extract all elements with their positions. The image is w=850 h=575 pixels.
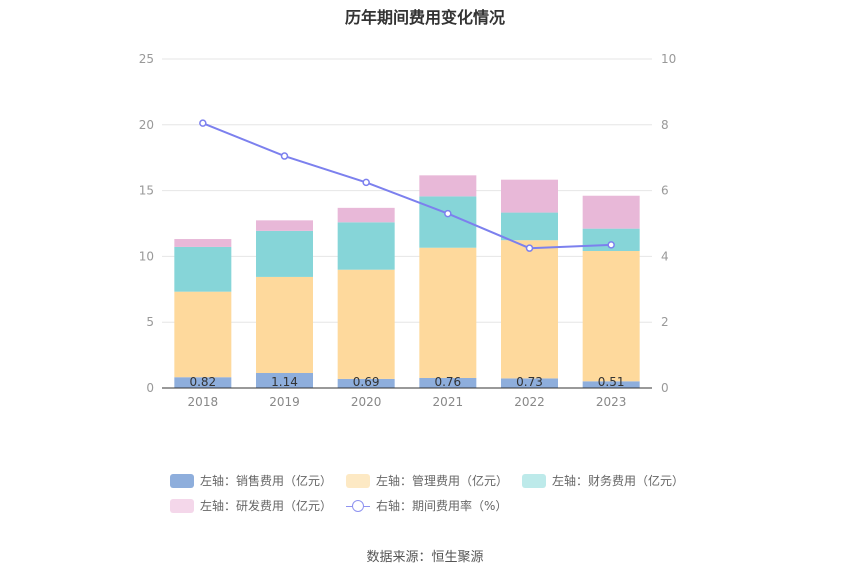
legend-swatch: [346, 473, 371, 488]
rate-line: [202, 122, 612, 250]
gridlines: [162, 58, 652, 323]
legend: 左轴：销售费用（亿元） 左轴：管理费用（亿元） 左轴：财务费用（亿元） 左轴：研…: [170, 472, 690, 522]
legend-item-sales[interactable]: 左轴：销售费用（亿元）: [170, 472, 332, 489]
x-tick-label: 2023: [596, 395, 627, 409]
data-labels: 0.82 1.14 0.69 0.76 0.73 0.51: [189, 375, 624, 389]
left-tick-label: 15: [139, 184, 154, 198]
left-tick-label: 20: [139, 118, 154, 132]
bar-data-label: 0.76: [434, 375, 461, 389]
legend-item-admin[interactable]: 左轴：管理费用（亿元）: [346, 472, 508, 489]
bar-data-label: 0.69: [353, 375, 380, 389]
bar-segment: [337, 269, 395, 379]
bar-segment: [501, 212, 558, 241]
rate-point: [525, 244, 534, 252]
bar-segment: [501, 378, 558, 388]
rate-point: [280, 152, 289, 160]
bar-segment: [337, 207, 395, 223]
rate-point: [199, 119, 207, 127]
bar-segment: [419, 247, 477, 378]
bar-data-label: 1.14: [271, 375, 298, 389]
bar-segment: [256, 276, 313, 373]
right-tick-label: 10: [661, 52, 676, 66]
bar-segment: [174, 246, 232, 292]
right-tick-label: 0: [661, 381, 669, 395]
legend-label: 左轴：财务费用（亿元）: [552, 474, 685, 488]
left-tick-label: 0: [146, 381, 154, 395]
left-tick-label: 10: [139, 249, 154, 263]
legend-label: 左轴：管理费用（亿元）: [376, 474, 509, 488]
legend-label: 左轴：销售费用（亿元）: [200, 474, 333, 488]
right-tick-label: 6: [661, 184, 669, 198]
bar-segment: [337, 378, 395, 388]
x-tick-label: 2020: [351, 395, 382, 409]
rate-point: [607, 241, 615, 249]
left-tick-label: 5: [146, 315, 154, 329]
x-tick-label: 2018: [188, 395, 219, 409]
legend-label: 左轴：研发费用（亿元）: [200, 499, 333, 513]
x-tick-label: 2019: [269, 395, 300, 409]
bar-segment: [582, 195, 640, 229]
bar-segment: [419, 377, 477, 388]
left-tick-label: 25: [139, 52, 154, 66]
legend-item-rate[interactable]: 右轴：期间费用率（%）: [346, 497, 507, 514]
bar-series: [174, 175, 640, 388]
bar-segment: [174, 377, 232, 388]
legend-label: 右轴：期间费用率（%）: [376, 499, 508, 513]
bar-segment: [419, 175, 477, 197]
legend-swatch: [170, 473, 194, 488]
x-axis: 2018 2019 2020 2021 2022 2023: [162, 387, 652, 409]
bar-segment: [256, 230, 313, 277]
right-axis-ticks: 0 2 4 6 8 10: [661, 52, 676, 395]
bar-data-label: 0.51: [598, 375, 625, 389]
data-source: 数据来源：恒生聚源: [366, 550, 484, 565]
bar-segment: [501, 179, 558, 213]
bar-segment: [256, 220, 313, 231]
right-tick-label: 8: [661, 118, 669, 132]
bar-segment: [256, 372, 313, 388]
bar-segment: [337, 222, 395, 270]
x-tick-label: 2022: [514, 395, 545, 409]
bar-segment: [174, 239, 232, 247]
right-tick-label: 2: [661, 315, 669, 329]
right-tick-label: 4: [661, 249, 669, 263]
bar-data-label: 0.82: [189, 375, 216, 389]
left-axis-ticks: 0 5 10 15 20 25: [139, 52, 154, 395]
bar-segment: [174, 291, 232, 378]
bar-data-label: 0.73: [516, 375, 543, 389]
x-tick-label: 2021: [433, 395, 464, 409]
legend-swatch: [170, 498, 194, 513]
legend-item-finance[interactable]: 左轴：财务费用（亿元）: [522, 472, 684, 489]
legend-swatch: [522, 473, 547, 488]
chart-title: 历年期间费用变化情况: [344, 8, 505, 27]
bar-segment: [501, 240, 558, 379]
rate-line-series: [199, 119, 615, 252]
rate-point: [362, 178, 370, 187]
legend-item-rd[interactable]: 左轴：研发费用（亿元）: [170, 497, 332, 514]
bar-segment: [582, 251, 640, 382]
bar-segment: [582, 381, 640, 388]
legend-line-icon: [346, 499, 371, 513]
rate-point: [444, 209, 452, 218]
